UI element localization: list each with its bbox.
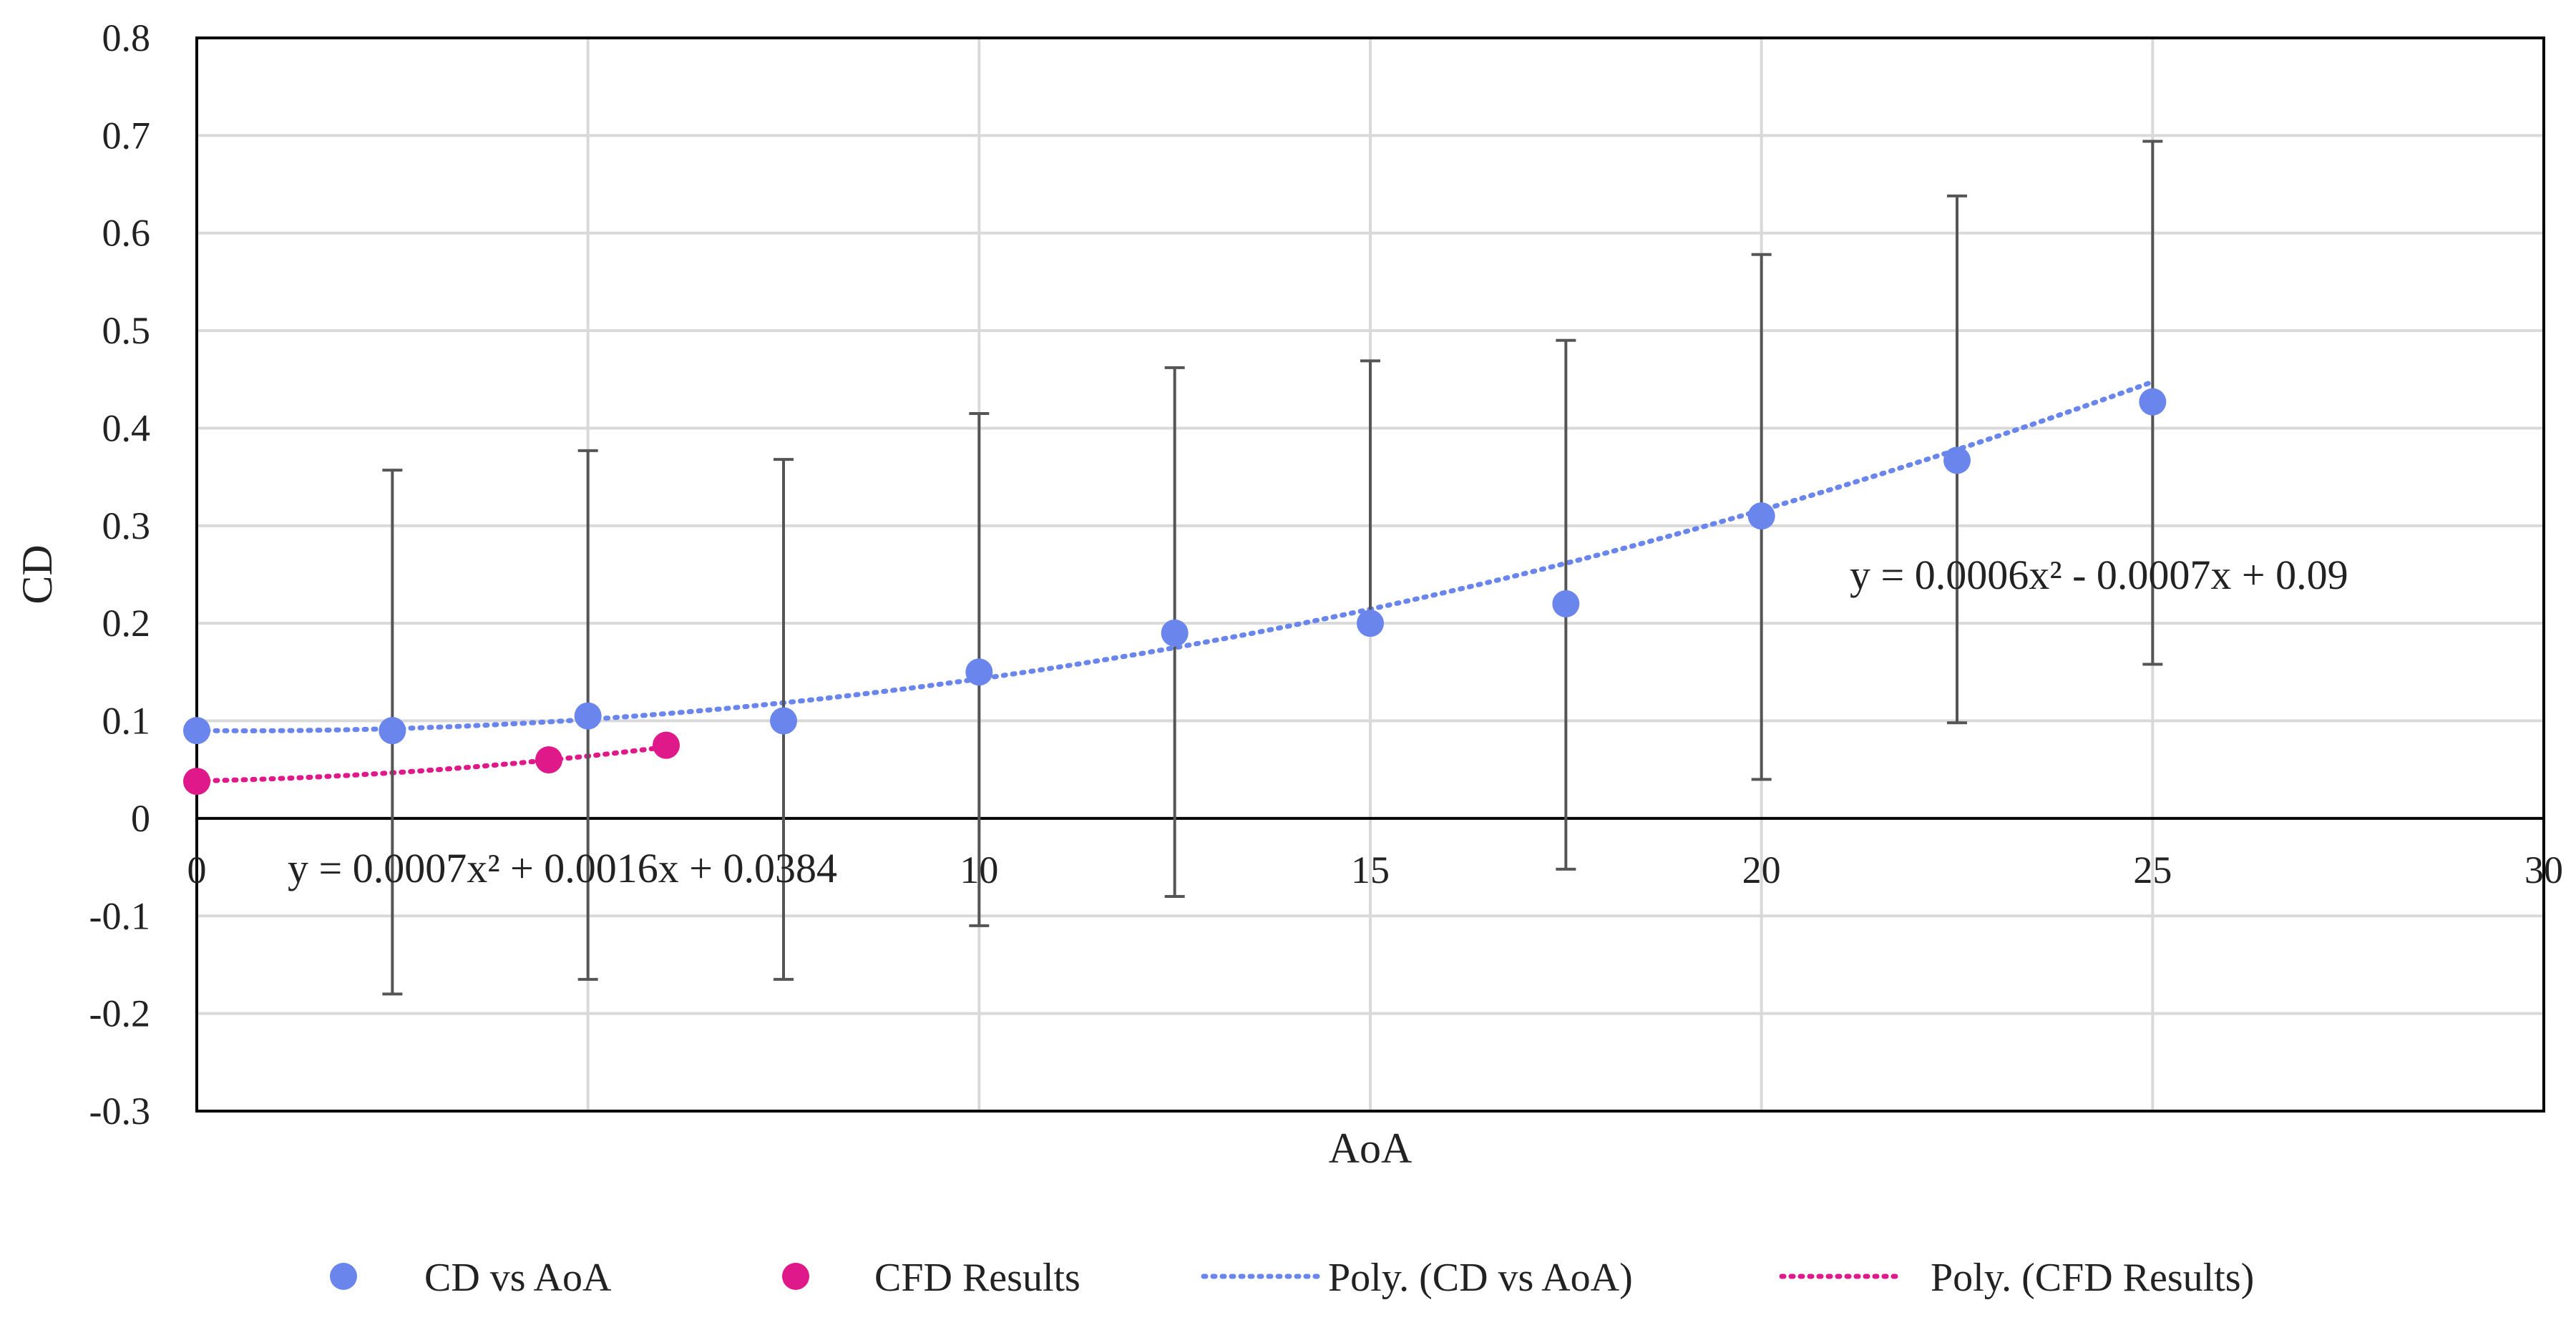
trendline-0 <box>194 379 2155 734</box>
x-tick-label: 15 <box>1351 849 1390 891</box>
legend-item-poly-cfd-results: Poly. (CFD Results) <box>1779 1256 2254 1300</box>
legend-marker-icon <box>330 1263 357 1290</box>
data-point-series-1 <box>535 746 562 774</box>
y-tick-label: 0.4 <box>102 406 151 449</box>
y-tick-label: 0.8 <box>102 16 151 59</box>
data-point-series-0 <box>1943 446 1971 474</box>
data-point-series-0 <box>1357 610 1384 637</box>
y-tick-label: 0.7 <box>102 114 151 157</box>
trendline-1 <box>194 744 669 783</box>
data-point-series-0 <box>1161 619 1189 647</box>
legend-label: Poly. (CD vs AoA) <box>1328 1256 1633 1300</box>
data-point-series-0 <box>1747 502 1775 530</box>
data-point-series-1 <box>653 731 680 759</box>
legend-marker <box>782 1263 809 1290</box>
data-point-series-1 <box>183 768 210 796</box>
data-point-series-0 <box>770 707 797 735</box>
plot-frame <box>195 36 2545 1113</box>
y-tick-label: 0.1 <box>102 700 151 743</box>
data-point-layer <box>183 388 2167 796</box>
legend-item-cfd-results: CFD Results <box>782 1256 1080 1300</box>
legend-label: CD vs AoA <box>424 1256 612 1300</box>
y-tick-label: 0 <box>131 797 150 840</box>
legend-marker <box>330 1263 357 1290</box>
trendline-equation-cd-vs-aoa: y = 0.0006x² - 0.0007x + 0.09 <box>1850 552 2348 598</box>
tick-label-layer: -0.3 -0.2 -0.1 0 0.1 0.2 0.3 0.4 0.5 0.6 0.7 0.8 0 10… <box>89 16 2563 1133</box>
y-tick-label: 0.2 <box>102 602 151 645</box>
y-tick-label: -0.2 <box>89 992 150 1035</box>
y-tick-label: -0.1 <box>89 894 150 937</box>
y-tick-label: 0.3 <box>102 504 151 547</box>
y-tick-label: -0.3 <box>89 1090 150 1133</box>
legend-label: CFD Results <box>874 1256 1080 1300</box>
x-tick-label: 30 <box>2524 849 2563 891</box>
x-tick-label: 20 <box>1742 849 1781 891</box>
y-tick-label: 0.5 <box>102 309 151 352</box>
x-tick-label: 10 <box>960 849 998 891</box>
data-point-series-0 <box>574 702 602 730</box>
data-point-series-0 <box>379 717 406 745</box>
y-tick-label: 0.6 <box>102 212 151 255</box>
data-point-series-0 <box>2139 388 2167 416</box>
x-tick-label: 0 <box>187 849 207 891</box>
x-axis-title: AoA <box>1329 1125 1413 1172</box>
y-axis-title: CD <box>14 544 61 604</box>
x-tick-label: 25 <box>2133 849 2172 891</box>
legend: CD vs AoA CFD Results Poly. (CD vs AoA) … <box>330 1256 2254 1300</box>
legend-item-poly-cd-vs-aoa: Poly. (CD vs AoA) <box>1201 1256 1633 1300</box>
data-point-series-0 <box>1552 590 1580 617</box>
legend-label: Poly. (CFD Results) <box>1931 1256 2254 1300</box>
data-point-series-0 <box>183 717 210 745</box>
legend-marker-icon <box>782 1263 809 1290</box>
trendline-equation-cfd-results: y = 0.0007x² + 0.0016x + 0.0384 <box>288 845 837 891</box>
legend-item-cd-vs-aoa: CD vs AoA <box>330 1256 612 1300</box>
data-point-series-0 <box>965 658 993 686</box>
